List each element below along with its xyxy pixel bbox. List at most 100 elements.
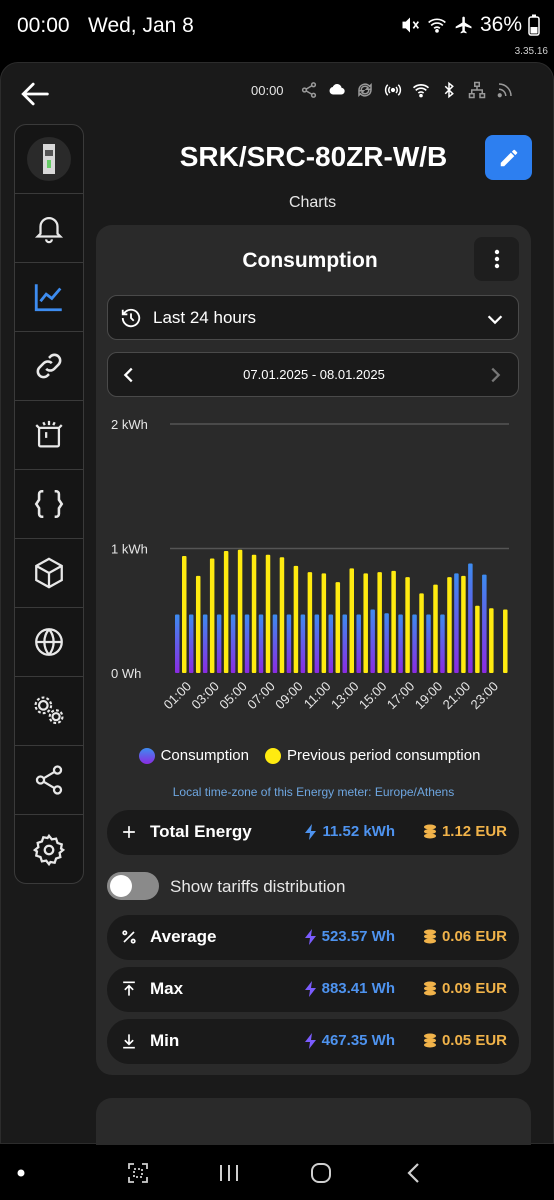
sidebar-item-components[interactable] bbox=[15, 539, 83, 608]
max-energy-value: 883.41 Wh bbox=[321, 980, 395, 997]
timezone-note: Local time-zone of this Energy meter: Eu… bbox=[172, 785, 455, 799]
sidebar-item-sharing[interactable] bbox=[15, 746, 83, 815]
x-tick-label: 21:00 bbox=[440, 679, 474, 713]
previous-period-icon[interactable] bbox=[118, 364, 140, 386]
previous-consumption-bar[interactable] bbox=[489, 608, 494, 673]
min-energy-value: 467.35 Wh bbox=[321, 1032, 395, 1049]
legend-item-consumption[interactable]: Consumption bbox=[138, 747, 249, 764]
consumption-bar[interactable] bbox=[468, 563, 473, 673]
average-cost-value: 0.06 EUR bbox=[441, 928, 507, 945]
previous-consumption-bar[interactable] bbox=[461, 575, 466, 673]
recent-apps-icon[interactable] bbox=[218, 1161, 240, 1185]
previous-consumption-bar[interactable] bbox=[195, 575, 201, 673]
sidebar-item-device-info[interactable] bbox=[15, 401, 83, 470]
consumption-card: Consumption Last 24 hours 07.01.2025 - 0… bbox=[96, 225, 531, 1075]
x-tick-label: 13:00 bbox=[328, 679, 362, 713]
previous-consumption-bar[interactable] bbox=[475, 605, 480, 673]
consumption-bar[interactable] bbox=[454, 573, 459, 673]
consumption-bar[interactable] bbox=[216, 614, 222, 673]
previous-consumption-bar[interactable] bbox=[433, 584, 438, 673]
more-options-button[interactable] bbox=[474, 237, 519, 281]
total-cost-wrap: 1.12 EUR bbox=[422, 823, 507, 840]
previous-consumption-bar[interactable] bbox=[237, 549, 243, 673]
next-period-icon[interactable] bbox=[484, 364, 506, 386]
previous-consumption-bar[interactable] bbox=[209, 558, 215, 673]
chevron-down-icon bbox=[487, 315, 503, 325]
previous-consumption-bar[interactable] bbox=[265, 554, 271, 673]
tariffs-toggle-row: Show tariffs distribution bbox=[107, 870, 519, 902]
device-image-icon bbox=[43, 144, 55, 174]
legend-item-previous[interactable]: Previous period consumption bbox=[264, 747, 480, 764]
time-range-select[interactable]: Last 24 hours bbox=[107, 295, 519, 340]
status-icons: 36% bbox=[400, 13, 540, 37]
min-label: Min bbox=[150, 1031, 180, 1050]
sidebar-item-notifications[interactable] bbox=[15, 194, 83, 263]
device-thumbnail bbox=[27, 137, 71, 181]
previous-consumption-bar[interactable] bbox=[182, 555, 187, 673]
previous-consumption-bar[interactable] bbox=[447, 577, 452, 673]
previous-consumption-bar[interactable] bbox=[377, 572, 382, 673]
consumption-bar[interactable] bbox=[188, 614, 194, 673]
previous-consumption-bar[interactable] bbox=[279, 557, 285, 673]
consumption-bar[interactable] bbox=[426, 614, 431, 673]
previous-consumption-bar[interactable] bbox=[405, 577, 410, 673]
coins-icon bbox=[423, 981, 436, 995]
share-icon bbox=[35, 765, 63, 795]
previous-consumption-bar[interactable] bbox=[349, 568, 355, 673]
screenshot-icon[interactable] bbox=[126, 1161, 150, 1185]
consumption-bar[interactable] bbox=[300, 614, 306, 673]
consumption-bar[interactable] bbox=[370, 609, 375, 673]
sidebar-item-links[interactable] bbox=[15, 332, 83, 401]
consumption-bar[interactable] bbox=[314, 614, 320, 673]
sidebar-item-advanced[interactable] bbox=[15, 677, 83, 746]
edit-button[interactable] bbox=[485, 135, 532, 180]
consumption-bar[interactable] bbox=[272, 614, 278, 673]
total-energy-row[interactable]: Total Energy 11.52 kWh 1.12 EUR bbox=[107, 810, 519, 855]
consumption-bar[interactable] bbox=[412, 614, 417, 673]
consumption-bar[interactable] bbox=[230, 614, 236, 673]
consumption-bar[interactable] bbox=[175, 614, 180, 673]
tariffs-toggle[interactable] bbox=[107, 872, 159, 900]
total-energy-value: 11.52 kWh bbox=[322, 823, 395, 840]
consumption-bar[interactable] bbox=[384, 613, 389, 673]
app-window: 00:00 bbox=[0, 62, 554, 1145]
status-date: Wed, Jan 8 bbox=[88, 14, 194, 37]
previous-consumption-bar[interactable] bbox=[223, 550, 229, 673]
ethernet-icon bbox=[468, 81, 485, 99]
consumption-bar[interactable] bbox=[342, 614, 348, 673]
sidebar-item-device[interactable] bbox=[15, 125, 83, 194]
previous-consumption-bar[interactable] bbox=[335, 582, 341, 673]
consumption-bar[interactable] bbox=[286, 614, 292, 673]
back-arrow-icon[interactable] bbox=[19, 77, 53, 111]
arrow-up-to-line-icon bbox=[123, 981, 135, 996]
consumption-bar[interactable] bbox=[440, 614, 445, 673]
consumption-bar[interactable] bbox=[398, 614, 403, 673]
previous-consumption-bar[interactable] bbox=[391, 570, 396, 673]
previous-consumption-bar[interactable] bbox=[419, 593, 424, 673]
gears-icon bbox=[34, 696, 64, 725]
previous-consumption-bar[interactable] bbox=[307, 572, 313, 673]
previous-consumption-bar[interactable] bbox=[503, 609, 508, 673]
previous-consumption-bar[interactable] bbox=[363, 573, 368, 673]
previous-consumption-bar[interactable] bbox=[321, 573, 327, 673]
chart-icon bbox=[34, 284, 62, 312]
consumption-bar[interactable] bbox=[258, 614, 264, 673]
sidebar-item-settings[interactable] bbox=[15, 815, 83, 883]
consumption-bar[interactable] bbox=[328, 614, 334, 673]
y-tick-label: 2 kWh bbox=[111, 417, 148, 432]
previous-consumption-bar[interactable] bbox=[293, 565, 299, 673]
home-icon[interactable] bbox=[309, 1161, 333, 1185]
sidebar-item-charts[interactable] bbox=[15, 263, 83, 332]
consumption-bar[interactable] bbox=[356, 614, 361, 673]
back-nav-icon[interactable] bbox=[403, 1161, 425, 1185]
more-vertical-icon bbox=[494, 249, 499, 269]
min-cost-wrap: 0.05 EUR bbox=[422, 1032, 507, 1049]
sidebar-item-scripts[interactable] bbox=[15, 470, 83, 539]
lightning-icon bbox=[304, 1032, 316, 1049]
previous-consumption-bar[interactable] bbox=[251, 554, 257, 673]
max-energy-wrap: 883.41 Wh bbox=[304, 980, 395, 997]
consumption-bar[interactable] bbox=[244, 614, 250, 673]
consumption-bar[interactable] bbox=[202, 614, 208, 673]
consumption-bar[interactable] bbox=[482, 574, 487, 673]
sidebar-item-network[interactable] bbox=[15, 608, 83, 677]
